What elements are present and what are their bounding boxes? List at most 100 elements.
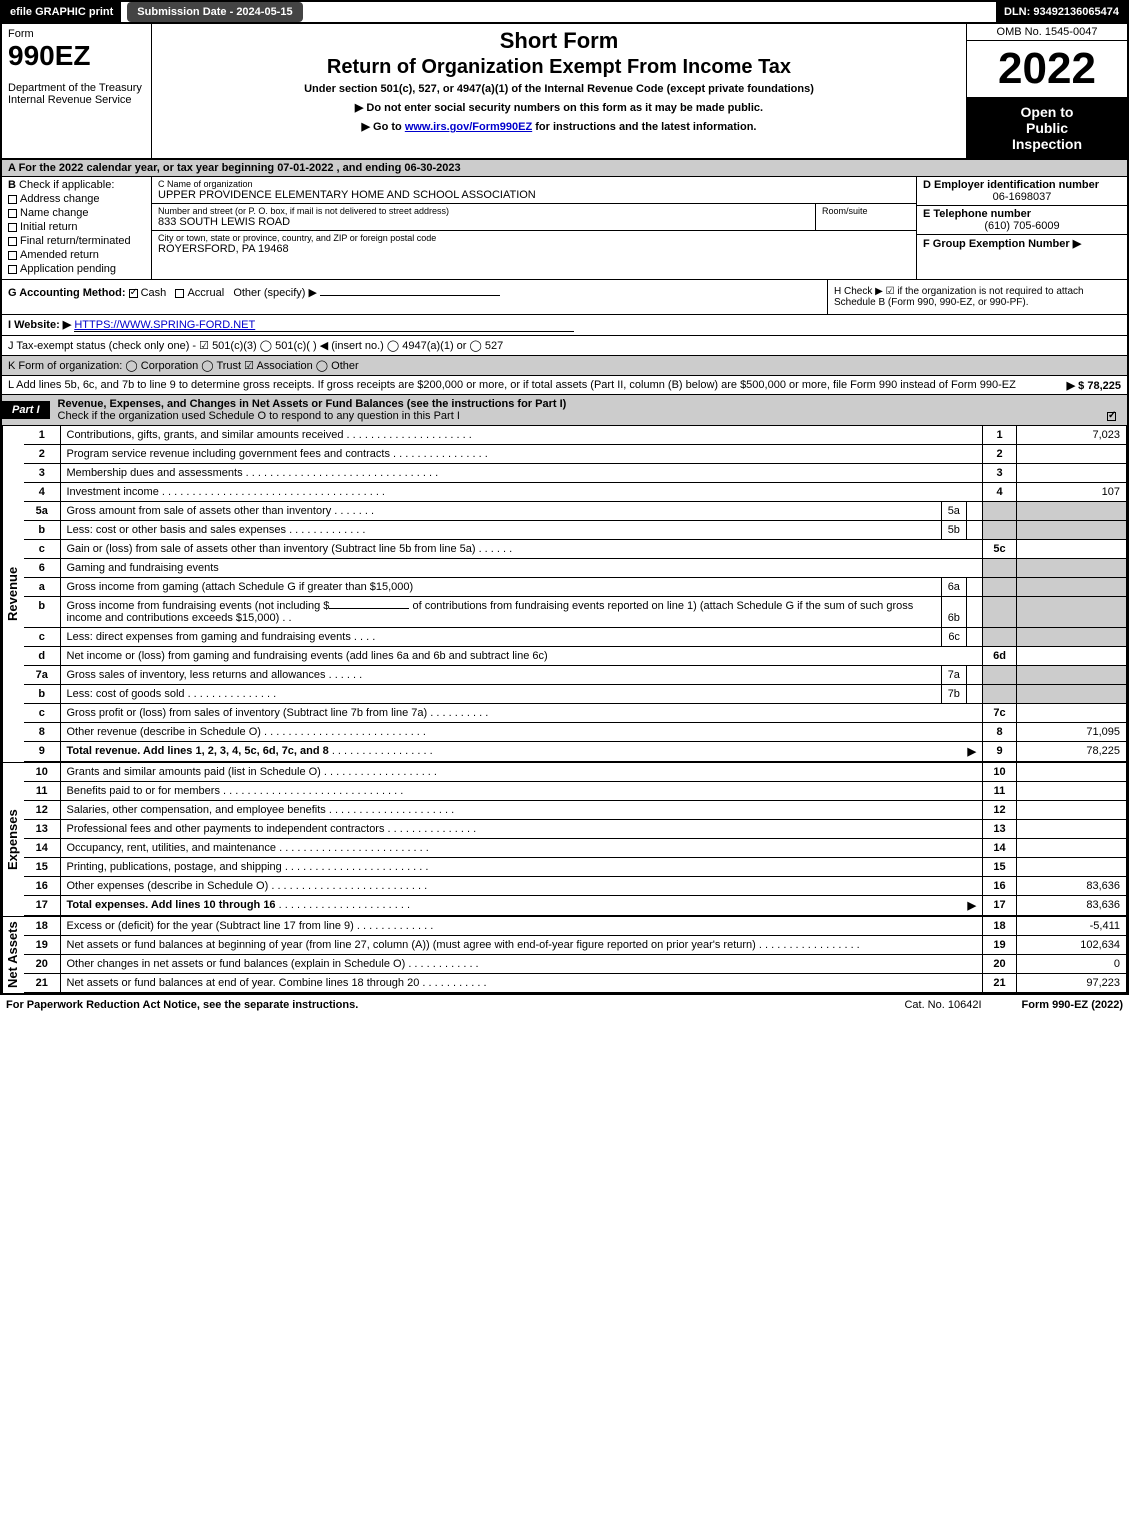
addr-lbl: Number and street (or P. O. box, if mail… <box>158 206 809 216</box>
sub-header-1: Under section 501(c), 527, or 4947(a)(1)… <box>160 83 958 95</box>
line-6d: dNet income or (loss) from gaming and fu… <box>24 647 1127 666</box>
row-k: K Form of organization: ◯ Corporation ◯ … <box>2 356 1127 376</box>
revenue-label: Revenue <box>2 426 24 762</box>
ein-lbl: D Employer identification number <box>923 179 1099 191</box>
form-number: 990EZ <box>8 40 145 72</box>
line-9: 9Total revenue. Add lines 1, 2, 3, 4, 5c… <box>24 742 1127 762</box>
org-name-lbl: C Name of organization <box>158 179 910 189</box>
line-2: 2Program service revenue including gover… <box>24 445 1127 464</box>
header-left: Form 990EZ Department of the Treasury In… <box>2 24 152 158</box>
addr-row: Number and street (or P. O. box, if mail… <box>152 204 916 231</box>
pra-notice: For Paperwork Reduction Act Notice, see … <box>6 999 358 1011</box>
line-19: 19Net assets or fund balances at beginni… <box>24 936 1127 955</box>
main-title: Return of Organization Exempt From Incom… <box>160 56 958 79</box>
top-bar: efile GRAPHIC print Submission Date - 20… <box>0 0 1129 22</box>
netassets-label: Net Assets <box>2 917 24 993</box>
room-lbl: Room/suite <box>822 206 910 216</box>
form-header: Form 990EZ Department of the Treasury In… <box>2 24 1127 160</box>
revenue-section: Revenue 1Contributions, gifts, grants, a… <box>2 426 1127 763</box>
column-b: B Check if applicable: Address change Na… <box>2 177 152 279</box>
chk-initial-return[interactable]: Initial return <box>8 221 145 233</box>
i-lbl: I Website: ▶ <box>8 319 71 331</box>
irs-link[interactable]: www.irs.gov/Form990EZ <box>405 121 532 133</box>
expenses-table: 10Grants and similar amounts paid (list … <box>24 763 1127 916</box>
part1-check-line: Check if the organization used Schedule … <box>58 410 460 422</box>
form-ref: Form 990-EZ (2022) <box>1022 999 1123 1011</box>
line-7a: 7aGross sales of inventory, less returns… <box>24 666 1127 685</box>
row-h: H Check ▶ ☑ if the organization is not r… <box>827 280 1127 314</box>
omb-number: OMB No. 1545-0047 <box>967 24 1127 41</box>
chk-application-pending[interactable]: Application pending <box>8 263 145 275</box>
chk-amended-return[interactable]: Amended return <box>8 249 145 261</box>
line-6a: aGross income from gaming (attach Schedu… <box>24 578 1127 597</box>
tel-lbl: E Telephone number <box>923 208 1031 220</box>
ein-cell: D Employer identification number 06-1698… <box>917 177 1127 206</box>
entity-info-block: B Check if applicable: Address change Na… <box>2 177 1127 280</box>
group-exemption-lbl: F Group Exemption Number ▶ <box>923 238 1081 250</box>
city: ROYERSFORD, PA 19468 <box>158 243 910 255</box>
line-7c: cGross profit or (loss) from sales of in… <box>24 704 1127 723</box>
line-7b: bLess: cost of goods sold . . . . . . . … <box>24 685 1127 704</box>
ein-val: 06-1698037 <box>923 191 1121 203</box>
city-cell: City or town, state or province, country… <box>152 231 916 257</box>
cat-no: Cat. No. 10642I <box>904 999 981 1011</box>
line-15: 15Printing, publications, postage, and s… <box>24 858 1127 877</box>
dln-label: DLN: 93492136065474 <box>996 2 1127 22</box>
org-name-cell: C Name of organization UPPER PROVIDENCE … <box>152 177 916 204</box>
expenses-label: Expenses <box>2 763 24 916</box>
chk-schedule-o[interactable] <box>1107 412 1116 421</box>
city-lbl: City or town, state or province, country… <box>158 233 910 243</box>
page-footer: For Paperwork Reduction Act Notice, see … <box>0 995 1129 1015</box>
chk-accrual[interactable] <box>175 289 184 298</box>
part1-header: Part I Revenue, Expenses, and Changes in… <box>2 395 1127 426</box>
chk-name-change[interactable]: Name change <box>8 207 145 219</box>
row-g: G Accounting Method: Cash Accrual Other … <box>2 280 827 314</box>
row-i: I Website: ▶ HTTPS://WWW.SPRING-FORD.NET <box>2 315 1127 336</box>
expenses-section: Expenses 10Grants and similar amounts pa… <box>2 763 1127 917</box>
line-6: 6Gaming and fundraising events <box>24 559 1127 578</box>
line-17: 17Total expenses. Add lines 10 through 1… <box>24 896 1127 916</box>
line-13: 13Professional fees and other payments t… <box>24 820 1127 839</box>
column-c: C Name of organization UPPER PROVIDENCE … <box>152 177 917 279</box>
line-11: 11Benefits paid to or for members . . . … <box>24 782 1127 801</box>
tel-cell: E Telephone number (610) 705-6009 <box>917 206 1127 235</box>
line-20: 20Other changes in net assets or fund ba… <box>24 955 1127 974</box>
sub3-post: for instructions and the latest informat… <box>532 121 756 133</box>
row-l: L Add lines 5b, 6c, and 7b to line 9 to … <box>2 376 1127 395</box>
line-6b: bGross income from fundraising events (n… <box>24 597 1127 628</box>
revenue-table: 1Contributions, gifts, grants, and simil… <box>24 426 1127 762</box>
line-3: 3Membership dues and assessments . . . .… <box>24 464 1127 483</box>
part1-title: Revenue, Expenses, and Changes in Net As… <box>50 395 1127 425</box>
b-hdr-txt: Check if applicable: <box>19 179 114 191</box>
b-hdr: B <box>8 179 16 191</box>
line-18: 18Excess or (deficit) for the year (Subt… <box>24 917 1127 936</box>
chk-cash[interactable] <box>129 289 138 298</box>
efile-label[interactable]: efile GRAPHIC print <box>2 2 121 22</box>
row-j: J Tax-exempt status (check only one) - ☑… <box>2 336 1127 356</box>
tax-year: 2022 <box>967 41 1127 98</box>
header-right: OMB No. 1545-0047 2022 Open to Public In… <box>967 24 1127 158</box>
website-link[interactable]: HTTPS://WWW.SPRING-FORD.NET <box>74 319 574 332</box>
open-line2: Public <box>971 120 1123 136</box>
line-21: 21Net assets or fund balances at end of … <box>24 974 1127 993</box>
column-def: D Employer identification number 06-1698… <box>917 177 1127 279</box>
chk-final-return[interactable]: Final return/terminated <box>8 235 145 247</box>
form-word: Form <box>8 28 145 40</box>
org-name: UPPER PROVIDENCE ELEMENTARY HOME AND SCH… <box>158 189 910 201</box>
line-5c: cGain or (loss) from sale of assets othe… <box>24 540 1127 559</box>
line-4: 4Investment income . . . . . . . . . . .… <box>24 483 1127 502</box>
part1-badge: Part I <box>2 401 50 419</box>
open-line1: Open to <box>971 104 1123 120</box>
sub3-pre: ▶ Go to <box>362 121 405 133</box>
line-16: 16Other expenses (describe in Schedule O… <box>24 877 1127 896</box>
chk-address-change[interactable]: Address change <box>8 193 145 205</box>
row-gh: G Accounting Method: Cash Accrual Other … <box>2 280 1127 315</box>
dept-label: Department of the Treasury <box>8 82 145 94</box>
line-5a: 5aGross amount from sale of assets other… <box>24 502 1127 521</box>
sub-header-2: ▶ Do not enter social security numbers o… <box>160 101 958 114</box>
line-6c: cLess: direct expenses from gaming and f… <box>24 628 1127 647</box>
line-5b: bLess: cost or other basis and sales exp… <box>24 521 1127 540</box>
group-exemption-cell: F Group Exemption Number ▶ <box>917 235 1127 252</box>
open-public-box: Open to Public Inspection <box>967 98 1127 158</box>
line-14: 14Occupancy, rent, utilities, and mainte… <box>24 839 1127 858</box>
